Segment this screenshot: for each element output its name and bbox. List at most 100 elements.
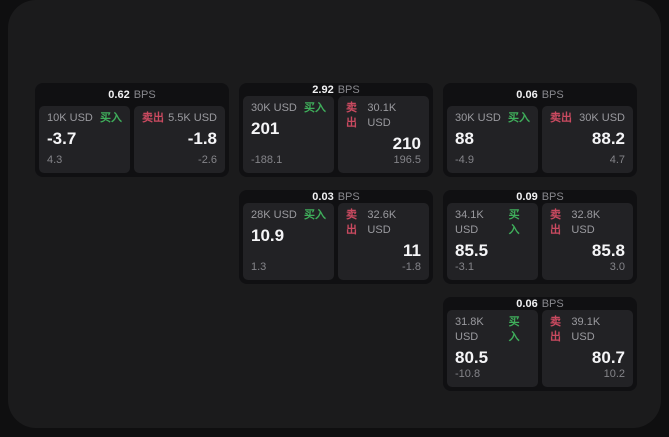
buy-panel[interactable]: 28K USD 买入 10.9 1.3: [243, 203, 334, 280]
quote-card: 0.09 BPS 34.1K USD 买入 85.5 -3.1 卖出 32.8K…: [443, 190, 637, 284]
sell-delta: 10.2: [603, 368, 625, 380]
sell-label: 卖出: [550, 112, 572, 124]
bps-label: BPS: [337, 190, 360, 203]
sell-price: -1.8: [187, 129, 217, 148]
quote-card-body: 30K USD 买入 201 -188.1 卖出 30.1K USD 210 1…: [243, 96, 429, 173]
sell-panel[interactable]: 卖出 39.1K USD 80.7 10.2: [542, 310, 633, 387]
bps-header: 0.09 BPS: [443, 190, 637, 203]
sell-amount: 30K USD: [579, 112, 625, 124]
sell-price: 80.7: [591, 348, 625, 367]
sell-panel[interactable]: 卖出 32.6K USD 11 -1.8: [338, 203, 429, 280]
quote-card-body: 30K USD 买入 88 -4.9 卖出 30K USD 88.2 4.7: [447, 106, 633, 173]
buy-label: 买入: [508, 316, 520, 343]
sell-label: 卖出: [550, 316, 561, 343]
bps-header: 2.92 BPS: [239, 83, 433, 96]
quote-card: 2.92 BPS 30K USD 买入 201 -188.1 卖出 30.1K …: [239, 83, 433, 177]
buy-panel-top-row: 31.8K USD 买入: [455, 315, 530, 345]
sell-label: 卖出: [550, 209, 561, 236]
quote-card-body: 34.1K USD 买入 85.5 -3.1 卖出 32.8K USD 85.8…: [447, 203, 633, 280]
sell-delta: 4.7: [609, 154, 625, 166]
buy-panel-top-row: 10K USD 买入: [47, 111, 122, 126]
buy-panel[interactable]: 10K USD 买入 -3.7 4.3: [39, 106, 130, 173]
quote-card-body: 31.8K USD 买入 80.5 -10.8 卖出 39.1K USD 80.…: [447, 310, 633, 387]
bps-label: BPS: [541, 88, 564, 101]
buy-price: 88: [455, 129, 474, 148]
buy-delta: 4.3: [47, 154, 63, 166]
sell-panel-top-row: 卖出 30K USD: [550, 111, 625, 126]
quote-card-body: 10K USD 买入 -3.7 4.3 卖出 5.5K USD -1.8 -2.…: [39, 106, 225, 173]
sell-amount: 5.5K USD: [168, 112, 217, 124]
main-panel: 0.62 BPS 10K USD 买入 -3.7 4.3 卖出 5.5K USD: [8, 0, 661, 428]
sell-delta: 196.5: [393, 154, 421, 166]
buy-amount: 30K USD: [251, 102, 297, 114]
buy-panel[interactable]: 34.1K USD 买入 85.5 -3.1: [447, 203, 538, 280]
sell-delta: -2.6: [198, 154, 217, 166]
bps-label: BPS: [133, 88, 156, 101]
buy-label: 买入: [304, 209, 326, 221]
sell-label: 卖出: [346, 209, 357, 236]
buy-price: -3.7: [47, 129, 77, 148]
quote-card: 0.03 BPS 28K USD 买入 10.9 1.3 卖出 32.6K US…: [239, 190, 433, 284]
quote-card-grid: 0.62 BPS 10K USD 买入 -3.7 4.3 卖出 5.5K USD: [35, 83, 637, 391]
bps-header: 0.62 BPS: [35, 83, 229, 106]
bps-value: 0.62: [108, 88, 130, 101]
buy-delta: -3.1: [455, 261, 474, 273]
bps-value: 0.03: [312, 190, 334, 203]
sell-amount: 32.6K USD: [367, 209, 397, 236]
bps-label: BPS: [541, 297, 564, 310]
quote-card: 0.06 BPS 30K USD 买入 88 -4.9 卖出 30K USD: [443, 83, 637, 177]
sell-price: 88.2: [591, 129, 625, 148]
sell-panel[interactable]: 卖出 5.5K USD -1.8 -2.6: [134, 106, 225, 173]
buy-panel[interactable]: 31.8K USD 买入 80.5 -10.8: [447, 310, 538, 387]
buy-panel-top-row: 28K USD 买入: [251, 208, 326, 223]
sell-price: 11: [403, 241, 421, 260]
sell-panel-top-row: 卖出 30.1K USD: [346, 101, 421, 131]
sell-amount: 32.8K USD: [571, 209, 601, 236]
buy-amount: 31.8K USD: [455, 316, 484, 343]
sell-price: 210: [392, 134, 421, 153]
buy-label: 买入: [304, 102, 326, 114]
bps-label: BPS: [337, 83, 360, 96]
buy-label: 买入: [508, 112, 530, 124]
buy-amount: 10K USD: [47, 112, 93, 124]
buy-price: 85.5: [455, 241, 489, 260]
bps-label: BPS: [541, 190, 564, 203]
sell-amount: 39.1K USD: [571, 316, 601, 343]
sell-label: 卖出: [142, 112, 164, 124]
bps-value: 0.06: [516, 88, 538, 101]
sell-panel-top-row: 卖出 32.6K USD: [346, 208, 421, 238]
buy-panel-top-row: 30K USD 买入: [455, 111, 530, 126]
buy-price: 80.5: [455, 348, 489, 367]
quote-card: 0.62 BPS 10K USD 买入 -3.7 4.3 卖出 5.5K USD: [35, 83, 229, 177]
buy-label: 买入: [508, 209, 520, 236]
buy-amount: 34.1K USD: [455, 209, 484, 236]
bps-header: 0.06 BPS: [443, 83, 637, 106]
bps-value: 0.09: [516, 190, 538, 203]
sell-delta: -1.8: [402, 261, 421, 273]
buy-panel-top-row: 30K USD 买入: [251, 101, 326, 116]
buy-label: 买入: [100, 112, 122, 124]
sell-amount: 30.1K USD: [367, 102, 397, 129]
sell-panel[interactable]: 卖出 30.1K USD 210 196.5: [338, 96, 429, 173]
buy-amount: 30K USD: [455, 112, 501, 124]
sell-panel-top-row: 卖出 32.8K USD: [550, 208, 625, 238]
buy-amount: 28K USD: [251, 209, 297, 221]
sell-panel[interactable]: 卖出 32.8K USD 85.8 3.0: [542, 203, 633, 280]
sell-label: 卖出: [346, 102, 357, 129]
sell-panel[interactable]: 卖出 30K USD 88.2 4.7: [542, 106, 633, 173]
bps-value: 2.92: [312, 83, 334, 96]
sell-price: 85.8: [591, 241, 625, 260]
sell-delta: 3.0: [609, 261, 625, 273]
buy-price: 10.9: [251, 226, 285, 245]
bps-header: 0.06 BPS: [443, 297, 637, 310]
buy-panel[interactable]: 30K USD 买入 88 -4.9: [447, 106, 538, 173]
quote-card-body: 28K USD 买入 10.9 1.3 卖出 32.6K USD 11 -1.8: [243, 203, 429, 280]
buy-delta: -10.8: [455, 368, 481, 380]
bps-value: 0.06: [516, 297, 538, 310]
buy-delta: 1.3: [251, 261, 267, 273]
buy-panel[interactable]: 30K USD 买入 201 -188.1: [243, 96, 334, 173]
buy-panel-top-row: 34.1K USD 买入: [455, 208, 530, 238]
bps-header: 0.03 BPS: [239, 190, 433, 203]
quote-card: 0.06 BPS 31.8K USD 买入 80.5 -10.8 卖出 39.1…: [443, 297, 637, 391]
buy-delta: -188.1: [251, 154, 283, 166]
